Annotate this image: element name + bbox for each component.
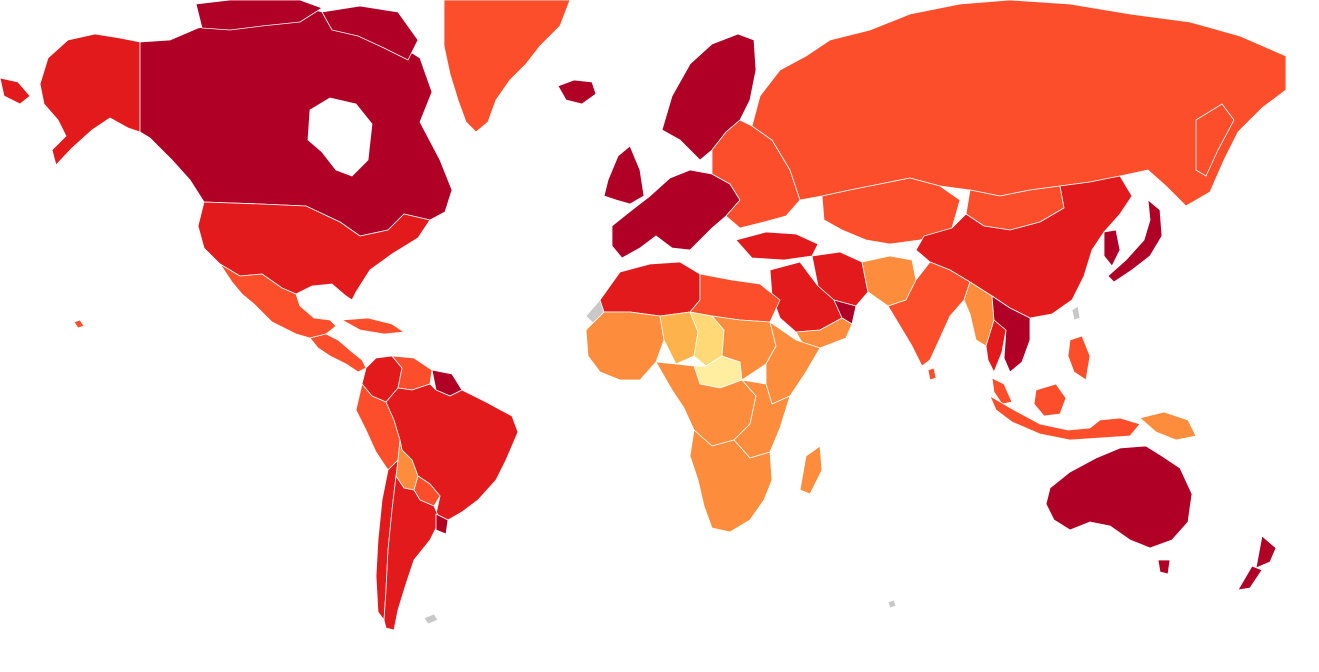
region-borneo[interactable] — [1033, 383, 1067, 417]
region-japan[interactable] — [1107, 199, 1163, 283]
region-tasmania[interactable] — [1157, 559, 1171, 575]
region-north-africa[interactable] — [599, 261, 701, 317]
region-papua-new-guinea[interactable] — [1139, 411, 1197, 441]
region-new-zealand[interactable] — [1255, 535, 1277, 569]
region-hawaii[interactable] — [73, 319, 85, 329]
region-sahel[interactable] — [659, 311, 699, 365]
region-vietnam-laos-cambodia[interactable] — [991, 295, 1031, 373]
region-malaysia[interactable] — [991, 377, 1013, 405]
region-scandinavia[interactable] — [661, 33, 757, 161]
region-india[interactable] — [887, 261, 971, 367]
region-philippines[interactable] — [1067, 335, 1091, 381]
region-western-europe[interactable] — [611, 169, 741, 259]
region-greenland[interactable] — [443, 0, 571, 133]
region-iceland[interactable] — [557, 79, 597, 105]
region-canada-islands[interactable] — [195, 0, 323, 31]
region-uk-ireland[interactable] — [603, 145, 645, 205]
region-sudan[interactable] — [711, 315, 777, 381]
region-alaska-west[interactable] — [0, 77, 31, 105]
region-australia[interactable] — [1045, 445, 1193, 549]
region-antarctic-island[interactable] — [887, 599, 897, 609]
region-argentina[interactable] — [383, 475, 441, 631]
region-taiwan[interactable] — [1071, 305, 1081, 321]
region-baffin[interactable] — [321, 5, 419, 61]
region-turkey[interactable] — [735, 231, 819, 261]
region-caribbean[interactable] — [341, 317, 405, 335]
region-indonesia[interactable] — [989, 395, 1141, 441]
hudson-bay — [307, 97, 373, 177]
region-sakhalin-kamchatka[interactable] — [1195, 103, 1235, 177]
region-eastern-europe[interactable] — [711, 119, 801, 229]
region-alaska[interactable] — [39, 33, 141, 166]
region-uruguay[interactable] — [435, 513, 449, 535]
region-sri-lanka[interactable] — [927, 367, 937, 381]
region-falklands[interactable] — [423, 613, 439, 625]
region-new-zealand-south[interactable] — [1237, 565, 1263, 591]
region-central-america[interactable] — [309, 333, 367, 373]
region-madagascar[interactable] — [799, 445, 823, 495]
region-southern-africa[interactable] — [689, 429, 773, 533]
region-korea[interactable] — [1103, 229, 1121, 267]
region-mexico[interactable] — [219, 263, 337, 339]
region-west-africa[interactable] — [585, 311, 665, 381]
